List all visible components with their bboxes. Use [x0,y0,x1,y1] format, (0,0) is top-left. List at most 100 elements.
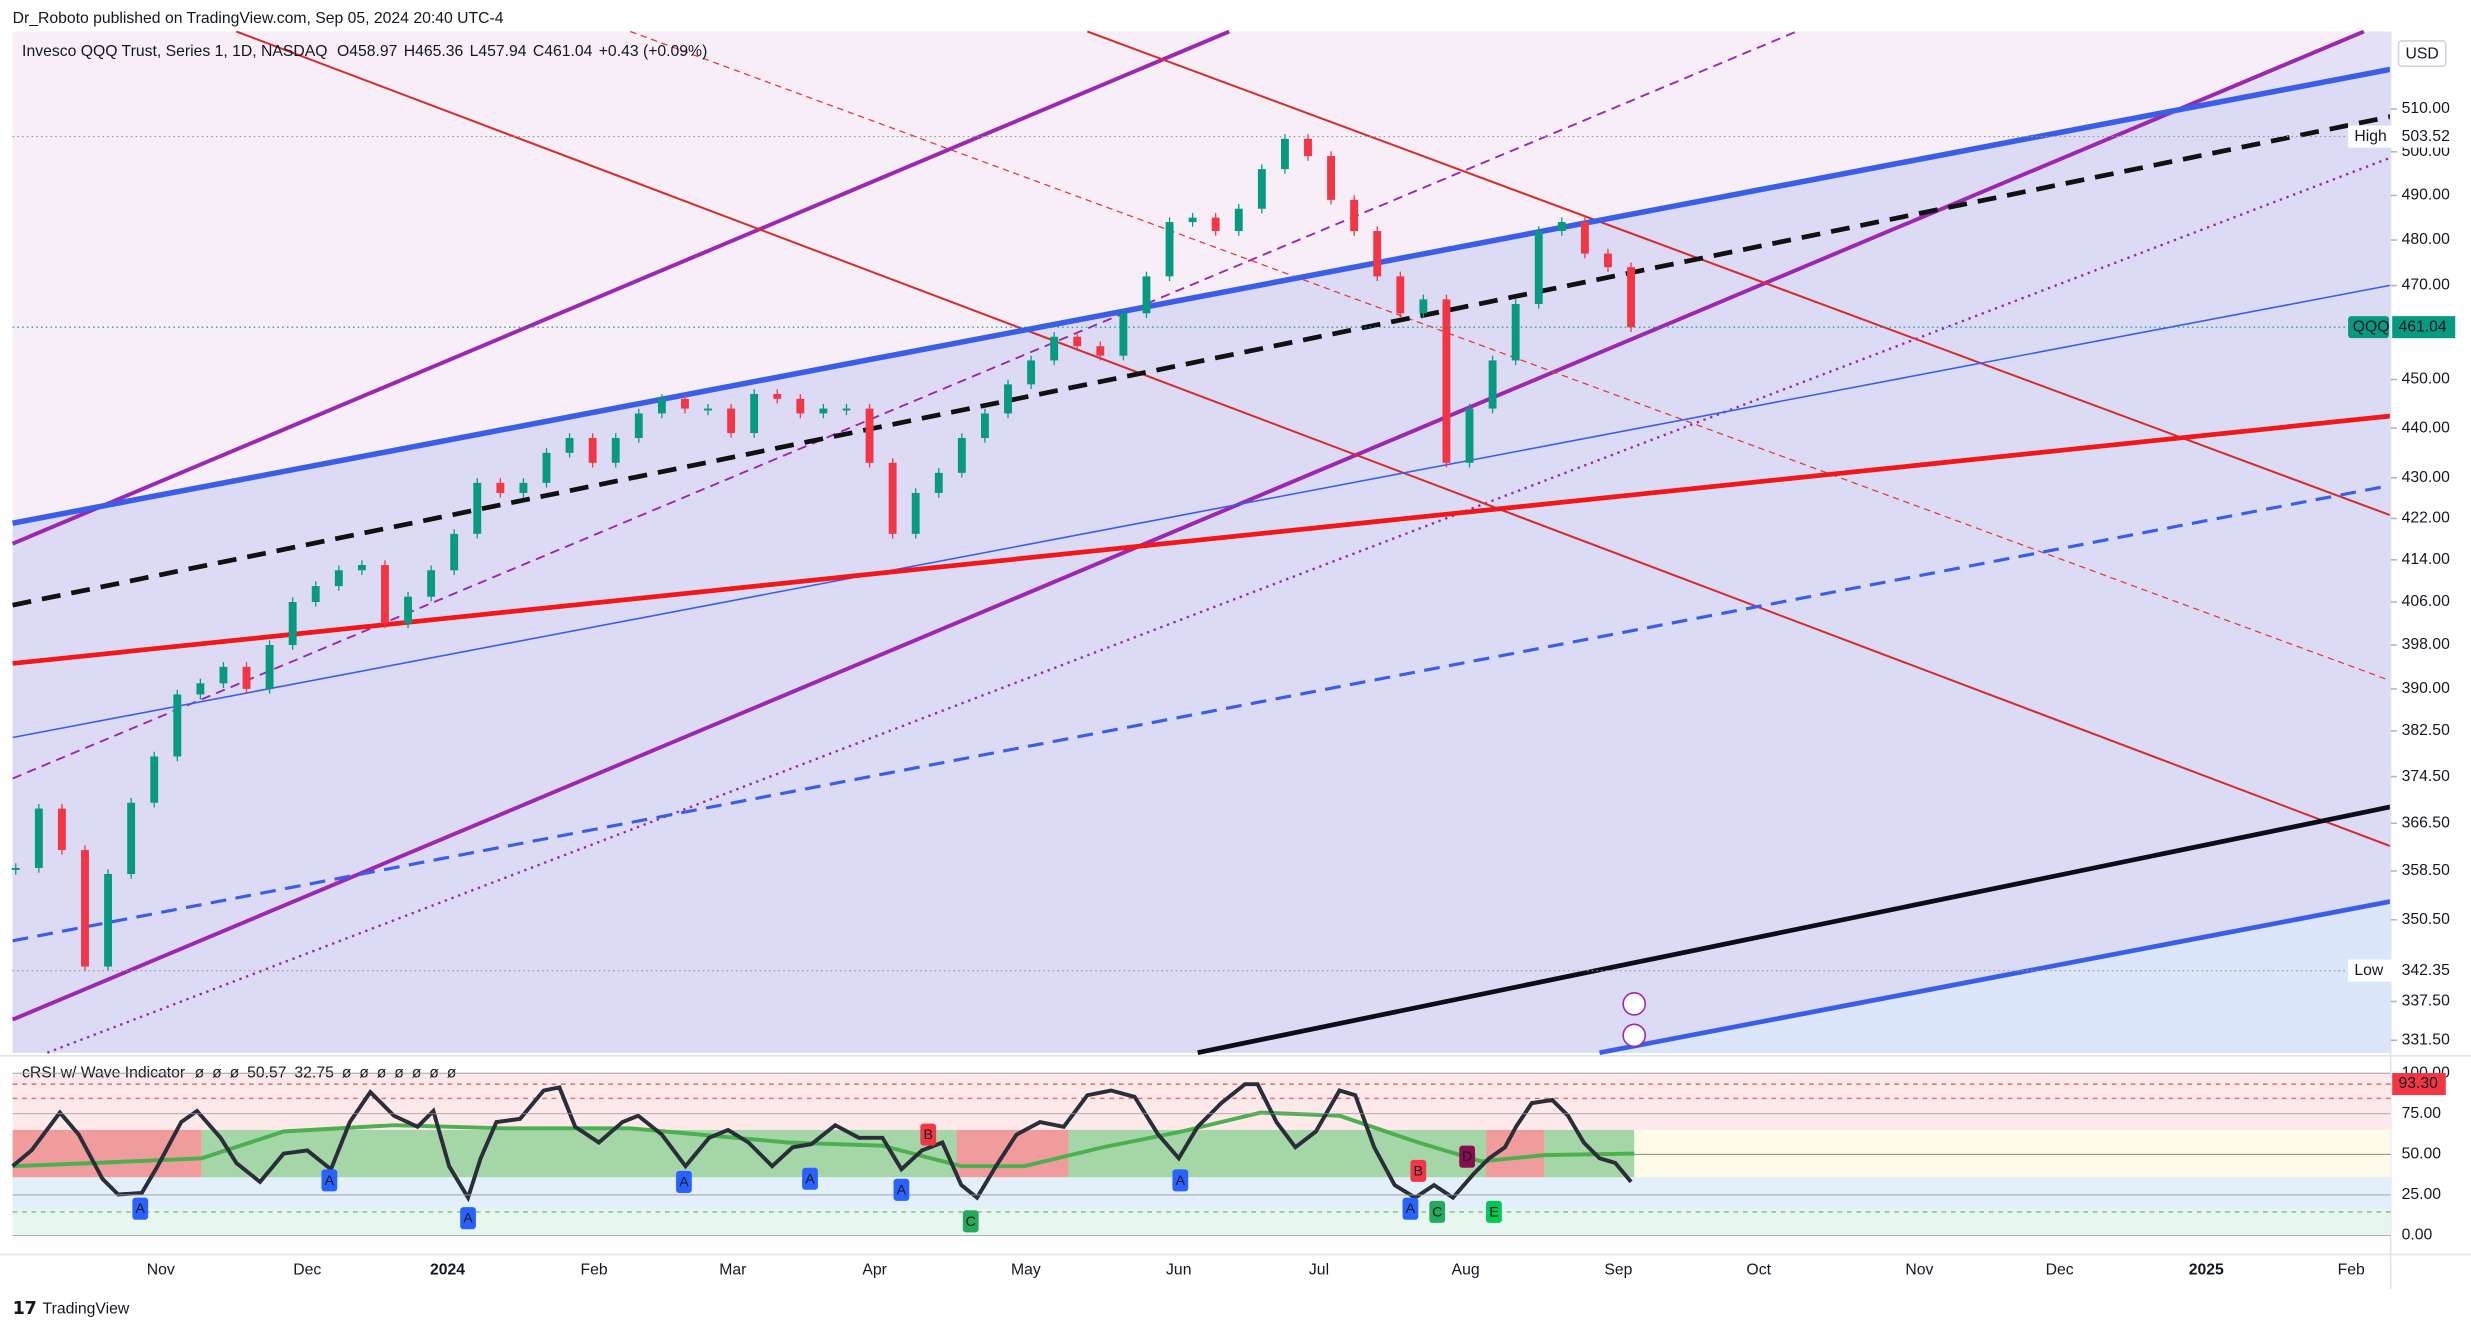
price-label: 366.50 [2402,814,2450,831]
change: +0.43 (+0.09%) [599,43,708,60]
legend: Invesco QQQ Trust, Series 1, 1D, NASDAQ [22,43,327,60]
candle [934,472,943,493]
candle [311,586,320,602]
signal-badge [132,1197,149,1220]
candle [334,570,343,587]
candle [588,437,597,463]
signal-letter: A [136,1201,146,1217]
signal-letter: A [463,1211,473,1227]
currency-button[interactable] [2397,40,2447,67]
signal-letter: C [966,1214,976,1230]
marker-bg [2348,959,2456,982]
signal-letter: A [679,1174,689,1190]
candle [1280,138,1289,170]
time-label: Nov [147,1261,175,1278]
signal-letter: A [325,1173,335,1189]
crsi-line [11,1082,1633,1203]
signal-badge [460,1207,476,1230]
signal-badge [962,1210,979,1233]
ohlc-label: L [470,43,479,60]
signal-letter: A [1406,1201,1416,1217]
indicator-tick: 75.00 [2402,1105,2442,1122]
signal-letter: A [805,1171,815,1187]
candle [1442,299,1451,463]
price-label: 440.00 [2402,419,2450,436]
time-label: Sep [1604,1261,1632,1278]
time-label: 2024 [430,1261,465,1278]
candle [773,394,782,399]
ohlc-label: H [404,43,415,60]
signal-letter: C [1432,1204,1442,1220]
candle [565,437,574,453]
candle [865,408,874,463]
price-label: 450.00 [2402,371,2450,388]
symbol-name: QQQ [2353,318,2390,335]
candle [381,565,389,624]
candle [888,462,897,534]
candle [1050,336,1059,361]
candle [842,408,851,411]
candle [104,874,113,967]
signal-letter: A [897,1182,907,1198]
oversold-zone [12,1177,2391,1209]
ohlc-label: C [533,43,544,60]
candle [1327,156,1336,200]
candle [1580,222,1589,254]
marker-name: High [2354,128,2386,145]
last-price-badge [2392,316,2456,339]
trend-line [12,114,2392,608]
indicator-tick: 25.00 [2402,1186,2442,1203]
candle [750,394,759,434]
event-icon[interactable] [1622,992,1647,1016]
trend-line [630,30,2391,682]
trend-line [236,30,2391,848]
candle [1557,222,1566,232]
time-label: Mar [719,1261,746,1278]
price-label: 422.00 [2402,510,2450,527]
candle [542,452,551,483]
signal-badge [321,1169,338,1192]
plot-area [11,29,2392,1056]
time-label: Feb [581,1261,608,1278]
candle [634,413,643,438]
candle [173,694,182,757]
candle [1004,384,1012,414]
candle [681,398,689,409]
candle [727,408,736,434]
candle [1234,208,1243,232]
candle [1027,360,1036,385]
candle [242,666,251,689]
candle [1096,346,1105,356]
candle [34,808,43,868]
candle [1373,231,1382,277]
marker-name: Low [2354,962,2384,979]
time-label: Aug [1452,1261,1480,1278]
marker-value: 342.35 [2402,962,2450,979]
candle [1534,231,1543,305]
price-label: 510.00 [2402,100,2450,117]
candle [1304,138,1312,157]
marker-value: 503.52 [2402,128,2450,145]
candle [288,601,297,646]
marker-bg [2348,125,2456,148]
signal-badge [1402,1197,1419,1220]
candle [1419,299,1428,314]
publish-header: Dr_Roboto published on TradingView.com, … [13,10,504,27]
currency: USD [2406,46,2439,63]
candle [704,408,712,411]
price-label: 414.00 [2402,551,2450,568]
candle [1257,169,1266,209]
candles [11,134,1635,972]
time-label: Jun [1166,1261,1191,1278]
event-icon[interactable] [1622,1023,1647,1048]
candle [1511,304,1520,361]
signal-badge [1410,1159,1427,1182]
candle [1396,276,1405,314]
signal-badge [1429,1200,1446,1223]
candle [1488,360,1497,409]
ohlc-value: 458.97 [349,43,397,60]
signal-badge [676,1170,692,1193]
signal-letter: D [1462,1149,1472,1165]
time-label: Feb [2338,1261,2365,1278]
candle [911,492,920,534]
